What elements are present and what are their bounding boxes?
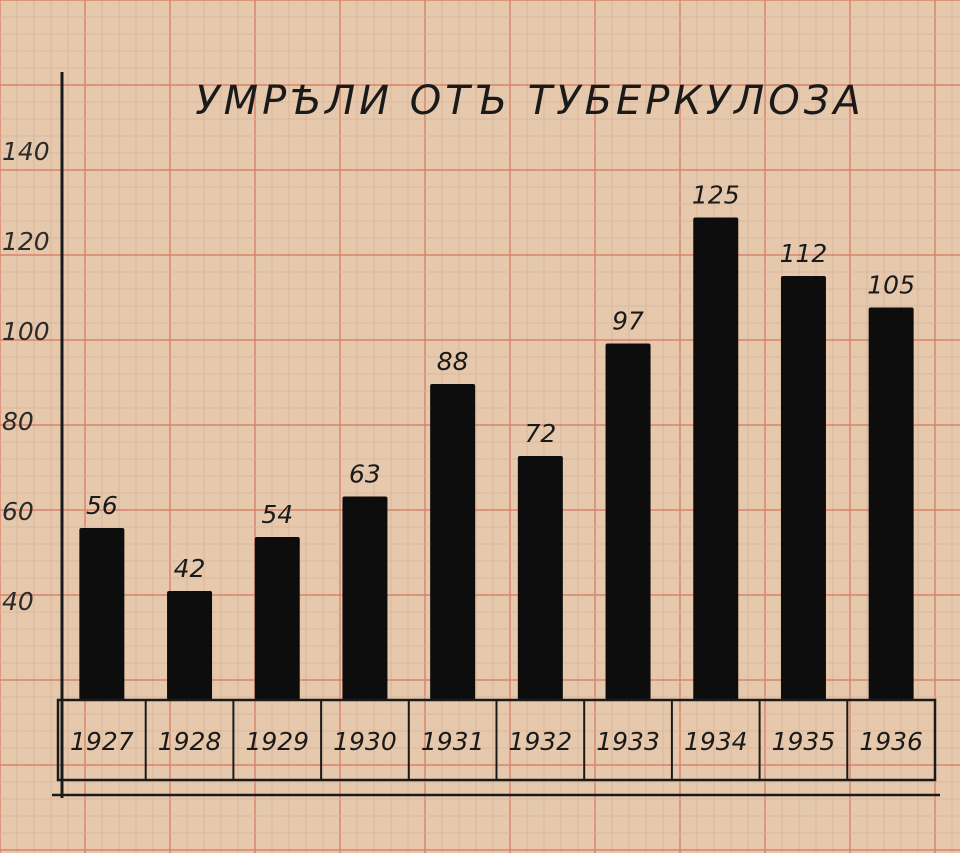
value-label-1936: 105 [867,271,915,300]
year-label-1930: 1930 [333,727,397,756]
y-tick-label: 120 [2,227,50,256]
value-labels-group: 56 42 54 63 88 72 97 125 112 105 [86,181,915,584]
year-label-1928: 1928 [158,727,222,756]
bar-1935 [780,276,826,700]
bar-1930 [342,496,388,700]
bar-1928 [167,591,213,700]
year-label-1931: 1931 [421,727,485,756]
bar-1933 [605,343,651,700]
bar-1927 [79,528,125,700]
y-axis-ticks: 40 60 80 100 120 140 [2,137,50,616]
year-label-1935: 1935 [772,727,836,756]
y-tick-label: 60 [2,497,34,526]
value-label-1933: 97 [612,307,644,336]
value-label-1932: 72 [524,419,556,448]
y-tick-label: 40 [2,587,34,616]
year-label-1927: 1927 [70,727,134,756]
year-label-1932: 1932 [509,727,573,756]
year-label-1936: 1936 [859,727,923,756]
bar-1929 [254,537,300,700]
value-label-1927: 56 [86,491,118,520]
year-label-1933: 1933 [596,727,660,756]
chart-title: УМРѢЛИ ОТЪ ТУБЕРКУЛОЗА [195,78,864,124]
bar-1931 [430,384,476,700]
value-label-1935: 112 [780,239,828,268]
year-table: 1927 1928 1929 1930 1931 1932 1933 1934 1935 1936 [52,698,940,797]
y-tick-label: 100 [2,317,50,346]
bars-group [79,217,914,700]
bar-1934 [693,217,739,700]
bar-1932 [517,456,563,700]
value-label-1934: 125 [692,181,740,210]
value-label-1928: 42 [174,554,206,583]
bar-1936 [868,307,914,700]
value-label-1931: 88 [437,347,469,376]
value-label-1930: 63 [349,460,381,489]
year-label-1929: 1929 [245,727,309,756]
year-label-1934: 1934 [684,727,748,756]
y-tick-label: 80 [2,407,34,436]
value-label-1929: 54 [261,500,293,529]
y-tick-label: 140 [2,137,50,166]
